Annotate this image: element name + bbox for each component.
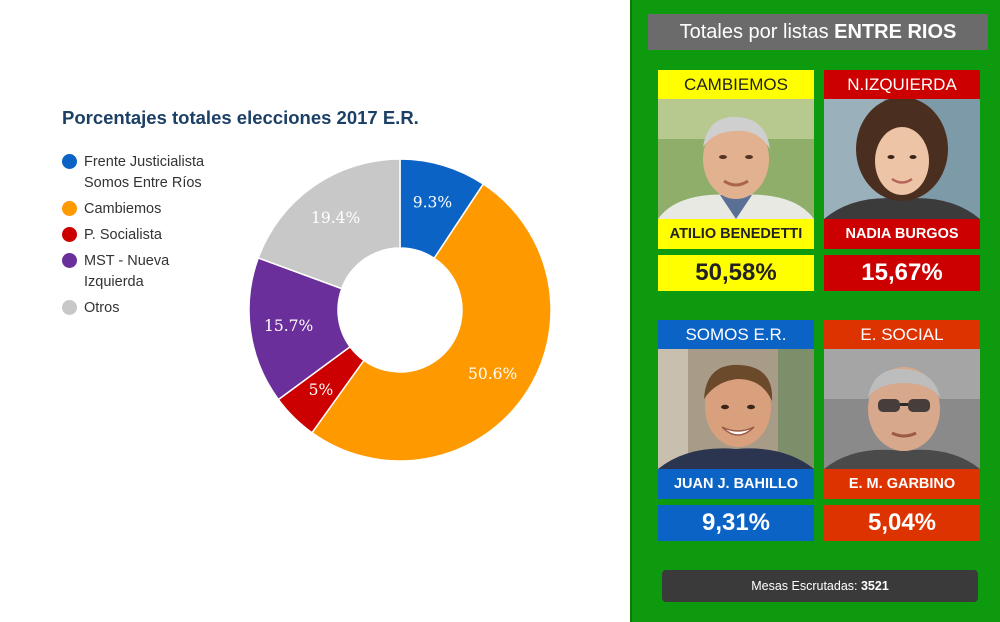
candidate-name: E. M. GARBINO xyxy=(824,469,980,499)
chart-title: Porcentajes totales elecciones 2017 E.R. xyxy=(62,107,419,128)
candidate-card-e-social[interactable]: E. SOCIAL E. M. GARBINO 5,04% xyxy=(824,320,980,541)
donut-chart: 9.3% 50.6% 5% 15.7% 19.4% xyxy=(248,158,552,462)
candidate-percent: 9,31% xyxy=(658,505,814,541)
card-party: E. SOCIAL xyxy=(824,320,980,349)
chart-legend: Frente Justicialista Somos Entre Ríos Cam… xyxy=(62,152,252,324)
donut-slice-label-3: 15.7% xyxy=(264,317,313,335)
candidate-percent: 5,04% xyxy=(824,505,980,541)
legend-swatch xyxy=(62,154,77,169)
legend-swatch xyxy=(62,201,77,216)
card-party: SOMOS E.R. xyxy=(658,320,814,349)
donut-slice-label-1: 50.6% xyxy=(468,365,517,383)
legend-swatch xyxy=(62,227,77,242)
legend-swatch xyxy=(62,253,77,268)
results-header-prefix: Totales por listas xyxy=(679,21,829,43)
legend-swatch xyxy=(62,300,77,315)
candidate-name: ATILIO BENEDETTI xyxy=(658,219,814,249)
donut-slice-3[interactable] xyxy=(248,256,352,401)
legend-label: MST - Nueva Izquierda xyxy=(84,253,170,290)
legend-label: Frente Justicialista Somos Entre Ríos xyxy=(84,154,205,191)
candidate-name: NADIA BURGOS xyxy=(824,219,980,249)
candidate-percent: 50,58% xyxy=(658,255,814,291)
legend-item-otros[interactable]: Otros xyxy=(62,298,252,319)
mesas-label: Mesas Escrutadas: xyxy=(751,579,858,593)
candidate-card-n-izquierda[interactable]: N.IZQUIERDA NADIA BURGOS 15,67% xyxy=(824,70,980,291)
legend-item-mst-nueva-izquierda[interactable]: MST - Nueva Izquierda xyxy=(62,251,252,293)
chart-panel: Porcentajes totales elecciones 2017 E.R.… xyxy=(62,107,552,462)
results-header-region: ENTRE RIOS xyxy=(834,21,957,43)
candidate-card-cambiemos[interactable]: CAMBIEMOS ATILIO BENEDETTI 50,58% xyxy=(658,70,814,291)
candidate-name: JUAN J. BAHILLO xyxy=(658,469,814,499)
legend-label: Otros xyxy=(84,300,120,316)
candidate-photo xyxy=(658,99,814,219)
donut-slice-label-0: 9.3% xyxy=(413,193,452,211)
candidate-photo xyxy=(824,99,980,219)
legend-item-cambiemos[interactable]: Cambiemos xyxy=(62,199,252,220)
mesas-escrutadas: Mesas Escrutadas: 3521 xyxy=(662,570,978,602)
legend-label: P. Socialista xyxy=(84,227,162,243)
mesas-value: 3521 xyxy=(860,579,889,593)
candidate-photo xyxy=(658,349,814,469)
card-party: N.IZQUIERDA xyxy=(824,70,980,99)
donut-slice-label-2: 5% xyxy=(309,381,334,399)
legend-item-p-socialista[interactable]: P. Socialista xyxy=(62,225,252,246)
candidate-photo xyxy=(824,349,980,469)
legend-item-frente-justicialista[interactable]: Frente Justicialista Somos Entre Ríos xyxy=(62,152,252,194)
donut-slice-4[interactable] xyxy=(257,158,401,290)
card-party: CAMBIEMOS xyxy=(658,70,814,99)
legend-label: Cambiemos xyxy=(84,201,162,217)
results-header: Totales por listas ENTRE RIOS xyxy=(648,14,988,50)
donut-slice-1[interactable] xyxy=(310,183,552,462)
donut-slice-label-4: 19.4% xyxy=(311,209,360,227)
candidate-percent: 15,67% xyxy=(824,255,980,291)
candidate-card-somos-er[interactable]: SOMOS E.R. JUAN J. BAHILLO 9,31% xyxy=(658,320,814,541)
results-panel: Totales por listas ENTRE RIOS CAMBIEMOS … xyxy=(630,0,1000,622)
